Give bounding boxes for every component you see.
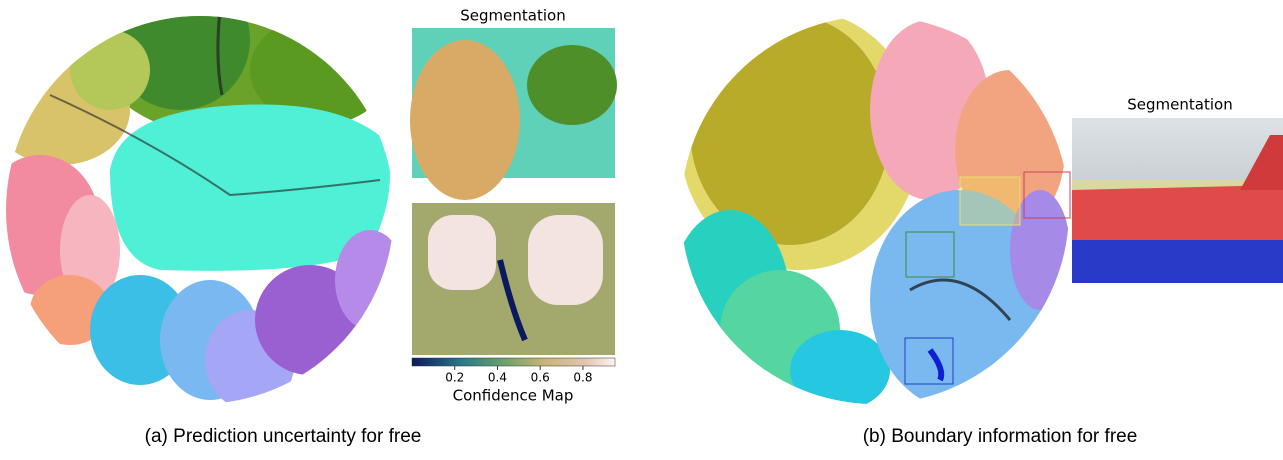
poincare-disk-right xyxy=(681,16,1069,404)
segmentation-image-right xyxy=(1072,118,1283,283)
colorbar-tick-label: 0.8 xyxy=(573,371,592,385)
caption: (a) Prediction uncertainty for free xyxy=(145,426,422,447)
caption: (b) Boundary information for free xyxy=(863,426,1138,447)
colorbar-title: Confidence Map xyxy=(453,387,574,405)
highlight-box xyxy=(959,176,1021,226)
highlight-box xyxy=(905,231,955,278)
confidence-map-image xyxy=(412,203,615,355)
segmentation-title: Segmentation xyxy=(460,7,565,25)
colorbar-tick-label: 0.4 xyxy=(488,371,507,385)
segmentation-title: Segmentation xyxy=(1127,96,1232,114)
segmentation-image-left xyxy=(410,28,617,200)
highlight-box xyxy=(904,337,954,385)
colorbar xyxy=(411,357,616,367)
colorbar-tick-label: 0.6 xyxy=(531,371,550,385)
poincare-disk-left xyxy=(6,16,394,404)
colorbar-tick-label: 0.2 xyxy=(445,371,464,385)
highlight-box xyxy=(1023,171,1071,219)
